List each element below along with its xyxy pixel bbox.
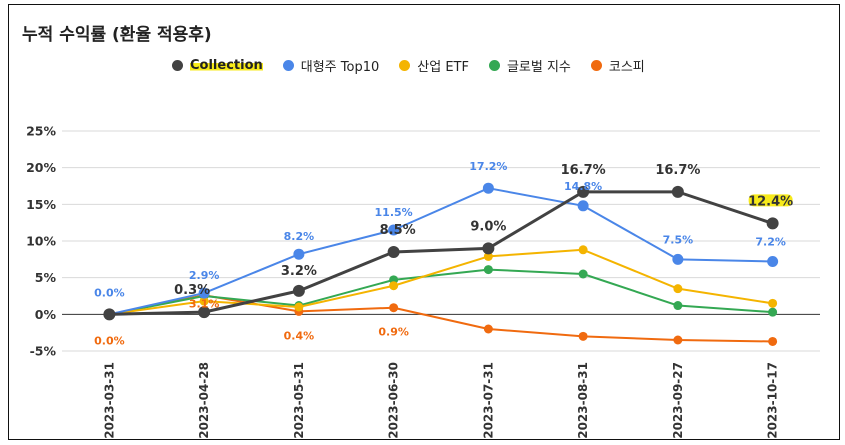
- data-point: [577, 185, 590, 198]
- legend-marker: [488, 60, 500, 71]
- x-tick-label: 2023-05-31: [292, 362, 306, 439]
- data-point: [766, 217, 779, 230]
- y-tick-label: -5%: [30, 344, 57, 359]
- data-label: 17.2%: [469, 160, 507, 173]
- data-label: 7.2%: [755, 236, 786, 249]
- legend-label: 산업 ETF: [417, 60, 469, 75]
- series-line: [109, 248, 773, 316]
- data-label: 16.7%: [561, 163, 606, 178]
- data-point: [577, 200, 589, 212]
- data-point: [768, 336, 778, 346]
- data-point: [389, 303, 399, 313]
- data-point: [483, 324, 493, 334]
- series-line: [109, 187, 773, 316]
- data-point: [767, 256, 779, 268]
- data-label: 0.3%: [174, 283, 210, 298]
- data-point: [673, 335, 683, 345]
- data-label: 3.1%: [189, 297, 220, 310]
- x-tick-label: 2023-09-27: [671, 362, 685, 439]
- x-tick-label: 2023-07-31: [481, 362, 495, 439]
- data-point: [483, 265, 493, 275]
- data-point: [673, 284, 683, 294]
- chart-legend: Collection 대형주 Top10 산업 ETF 글로벌 지수 코스피: [172, 56, 665, 75]
- x-tick-label: 2023-06-30: [387, 362, 401, 439]
- data-point: [673, 301, 683, 311]
- data-label: 16.7%: [655, 163, 700, 178]
- data-point: [768, 307, 778, 317]
- y-tick-label: 5%: [35, 270, 57, 285]
- data-point: [292, 284, 305, 297]
- data-point: [578, 331, 588, 341]
- series-line: [109, 190, 774, 316]
- series-line: [109, 268, 773, 316]
- data-label: 7.5%: [663, 233, 694, 246]
- data-point: [768, 298, 778, 308]
- legend-marker: [282, 60, 294, 71]
- data-point: [293, 248, 305, 260]
- legend-item: 코스피: [590, 56, 645, 75]
- y-tick-label: 20%: [26, 160, 56, 175]
- data-point: [578, 269, 588, 279]
- data-label: 0.0%: [94, 334, 125, 347]
- data-label: 8.2%: [284, 230, 315, 243]
- x-tick-label: 2023-04-28: [197, 362, 211, 439]
- data-label: 8.5%: [380, 223, 416, 238]
- data-point: [578, 245, 588, 255]
- x-tick-label: 2023-03-31: [102, 362, 116, 439]
- data-point: [672, 253, 684, 265]
- data-point: [294, 302, 304, 312]
- data-label: 11.5%: [375, 206, 413, 219]
- legend-item: Collection: [172, 58, 263, 73]
- y-tick-label: 15%: [26, 197, 56, 212]
- data-point: [671, 185, 684, 198]
- data-point: [389, 281, 399, 291]
- legend-item: 산업 ETF: [399, 56, 469, 75]
- data-point: [483, 251, 493, 261]
- data-label: 0.9%: [378, 326, 409, 339]
- legend-label: Collection: [190, 58, 263, 73]
- data-point: [482, 242, 495, 255]
- legend-marker: [399, 60, 411, 71]
- data-point: [388, 224, 400, 236]
- legend-marker: [590, 60, 602, 71]
- chart-title: 누적 수익률 (환율 적용후): [22, 25, 212, 45]
- data-point: [482, 182, 494, 194]
- data-label: 12.4%: [748, 194, 793, 209]
- data-label: 0.4%: [284, 329, 315, 342]
- y-tick-label: 25%: [26, 124, 56, 139]
- chart-frame: [8, 4, 840, 440]
- data-point: [198, 287, 210, 299]
- legend-item: 대형주 Top10: [282, 56, 380, 75]
- data-point: [199, 296, 209, 306]
- label-highlight: [748, 194, 793, 207]
- data-point: [103, 308, 116, 321]
- data-label: 0.0%: [94, 286, 125, 299]
- data-point: [198, 306, 211, 319]
- legend-item: 글로벌 지수: [488, 56, 571, 75]
- data-point: [387, 246, 400, 258]
- legend-label: 글로벌 지수: [506, 60, 571, 75]
- data-label: 3.2%: [281, 264, 317, 279]
- y-tick-label: 0%: [35, 307, 57, 322]
- data-label: 14.8%: [564, 180, 602, 193]
- x-tick-label: 2023-10-17: [766, 362, 780, 439]
- x-tick-label: 2023-08-31: [576, 362, 590, 439]
- legend-label: 코스피: [608, 60, 645, 75]
- legend-label: 대형주 Top10: [300, 60, 380, 75]
- legend-marker: [172, 60, 183, 71]
- data-label: 2.9%: [189, 269, 220, 282]
- data-label: 9.0%: [470, 219, 506, 234]
- y-tick-label: 10%: [26, 234, 56, 249]
